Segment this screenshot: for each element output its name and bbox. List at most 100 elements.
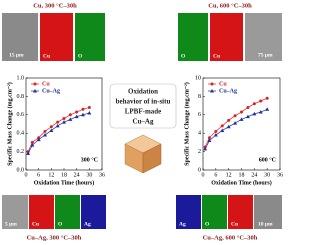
marker xyxy=(213,133,218,137)
map-label: Cu xyxy=(231,221,238,227)
scale-label: 5 μm xyxy=(5,221,17,227)
y-tick-label: 6 xyxy=(198,112,201,118)
marker xyxy=(56,120,60,124)
legend-label: Cu–Ag xyxy=(219,88,237,94)
y-tick-label: 0.0 xyxy=(17,167,25,173)
x-tick-label: 18 xyxy=(61,172,67,178)
legend-marker xyxy=(33,89,37,93)
marker xyxy=(62,116,66,120)
marker xyxy=(43,129,47,133)
x-tick-label: 36 xyxy=(99,172,105,178)
marker xyxy=(68,117,73,121)
o-map xyxy=(55,195,80,229)
y-tick-label: 0.4 xyxy=(17,131,25,137)
center-text: LPBF-made xyxy=(125,108,162,116)
cu-map xyxy=(29,195,54,229)
sem-image xyxy=(2,13,38,61)
ag-map xyxy=(176,195,201,229)
marker xyxy=(30,140,34,144)
marker xyxy=(81,112,85,117)
y-axis-label: Specific Mass Change (mg.cm⁻²) xyxy=(183,82,190,166)
map-label: O xyxy=(58,221,63,227)
marker xyxy=(245,114,250,119)
legend-marker xyxy=(210,89,214,93)
panel-caption: Cu, 600 °C–30h xyxy=(208,2,252,9)
cu-map xyxy=(210,13,243,61)
y-tick-label: 0.8 xyxy=(17,94,25,100)
x-tick-label: 18 xyxy=(239,172,245,178)
legend-label: Cu xyxy=(219,81,227,87)
graphical-abstract: Cu, 300 °C–30h 15 μm Cu O Cu, 600 °C–30h… xyxy=(2,2,283,242)
map-label: Cu xyxy=(43,53,50,59)
map-label: Ag xyxy=(84,221,91,227)
legend-marker xyxy=(33,82,37,86)
marker xyxy=(207,136,211,140)
marker xyxy=(233,114,237,118)
annotation: 600 °C xyxy=(259,156,276,163)
y-tick-label: 0.2 xyxy=(17,149,25,155)
ag-map xyxy=(81,195,106,229)
marker xyxy=(30,143,35,147)
scale-label: 15 μm xyxy=(9,52,24,58)
o-map xyxy=(178,13,208,61)
x-axis-label: Oxidation Time (hours) xyxy=(34,179,94,186)
marker xyxy=(62,120,66,124)
y-tick-label: 8 xyxy=(198,94,201,100)
y-tick-label: 0.6 xyxy=(17,112,25,118)
map-label: Ag xyxy=(179,221,186,227)
marker xyxy=(220,124,224,128)
marker xyxy=(43,133,47,137)
marker xyxy=(74,114,79,119)
marker xyxy=(49,128,54,132)
marker xyxy=(246,105,250,109)
marker xyxy=(259,99,263,103)
y-tick-label: 4 xyxy=(198,131,201,137)
marker xyxy=(68,113,72,117)
lattice-cube xyxy=(124,134,162,174)
marker xyxy=(87,105,91,109)
x-tick-label: 36 xyxy=(277,172,283,178)
scale-label: 75 μm xyxy=(258,52,273,58)
map-label: Cu xyxy=(32,221,39,227)
marker xyxy=(26,151,31,155)
sem-image xyxy=(254,195,282,229)
x-tick-label: 30 xyxy=(264,172,270,178)
marker xyxy=(214,129,218,133)
marker xyxy=(240,110,243,114)
cu-map xyxy=(228,195,253,229)
map-label: Cu xyxy=(213,53,220,59)
marker xyxy=(203,146,208,151)
x-tick-label: 12 xyxy=(226,172,232,178)
marker xyxy=(36,137,41,142)
sem-image xyxy=(2,195,28,229)
annotation: 300 °C xyxy=(81,156,98,163)
legend-label: Cu–Ag xyxy=(42,88,60,94)
center-text: behavior of in-situ xyxy=(116,98,171,106)
marker xyxy=(49,125,53,129)
x-tick-label: 12 xyxy=(48,172,54,178)
y-axis-label: Specific Mass Change (mg.cm⁻²) xyxy=(6,82,13,166)
x-tick-label: 0 xyxy=(25,172,28,178)
marker xyxy=(75,110,79,114)
o-map xyxy=(202,195,227,229)
y-tick-label: 2 xyxy=(198,149,201,155)
marker xyxy=(233,121,238,125)
marker xyxy=(55,123,60,128)
marker xyxy=(87,110,92,115)
marker xyxy=(265,96,269,100)
cu-map xyxy=(40,13,73,61)
center-text: Cu–Ag xyxy=(132,118,154,126)
x-tick-label: 30 xyxy=(86,172,92,178)
panel-caption: Cu, 300 °C–30h xyxy=(33,2,77,9)
panel-caption: Cu–Ag, 600 °C–30h xyxy=(203,234,258,241)
marker xyxy=(227,118,231,122)
o-map xyxy=(75,13,105,61)
panel-caption: Cu–Ag, 300 °C–30h xyxy=(27,234,82,241)
x-tick-label: 6 xyxy=(214,172,217,178)
map-label: O xyxy=(181,53,186,59)
marker xyxy=(252,102,256,106)
y-tick-label: 0 xyxy=(198,167,201,173)
marker xyxy=(81,107,85,111)
marker xyxy=(239,117,244,121)
marker xyxy=(265,107,270,111)
